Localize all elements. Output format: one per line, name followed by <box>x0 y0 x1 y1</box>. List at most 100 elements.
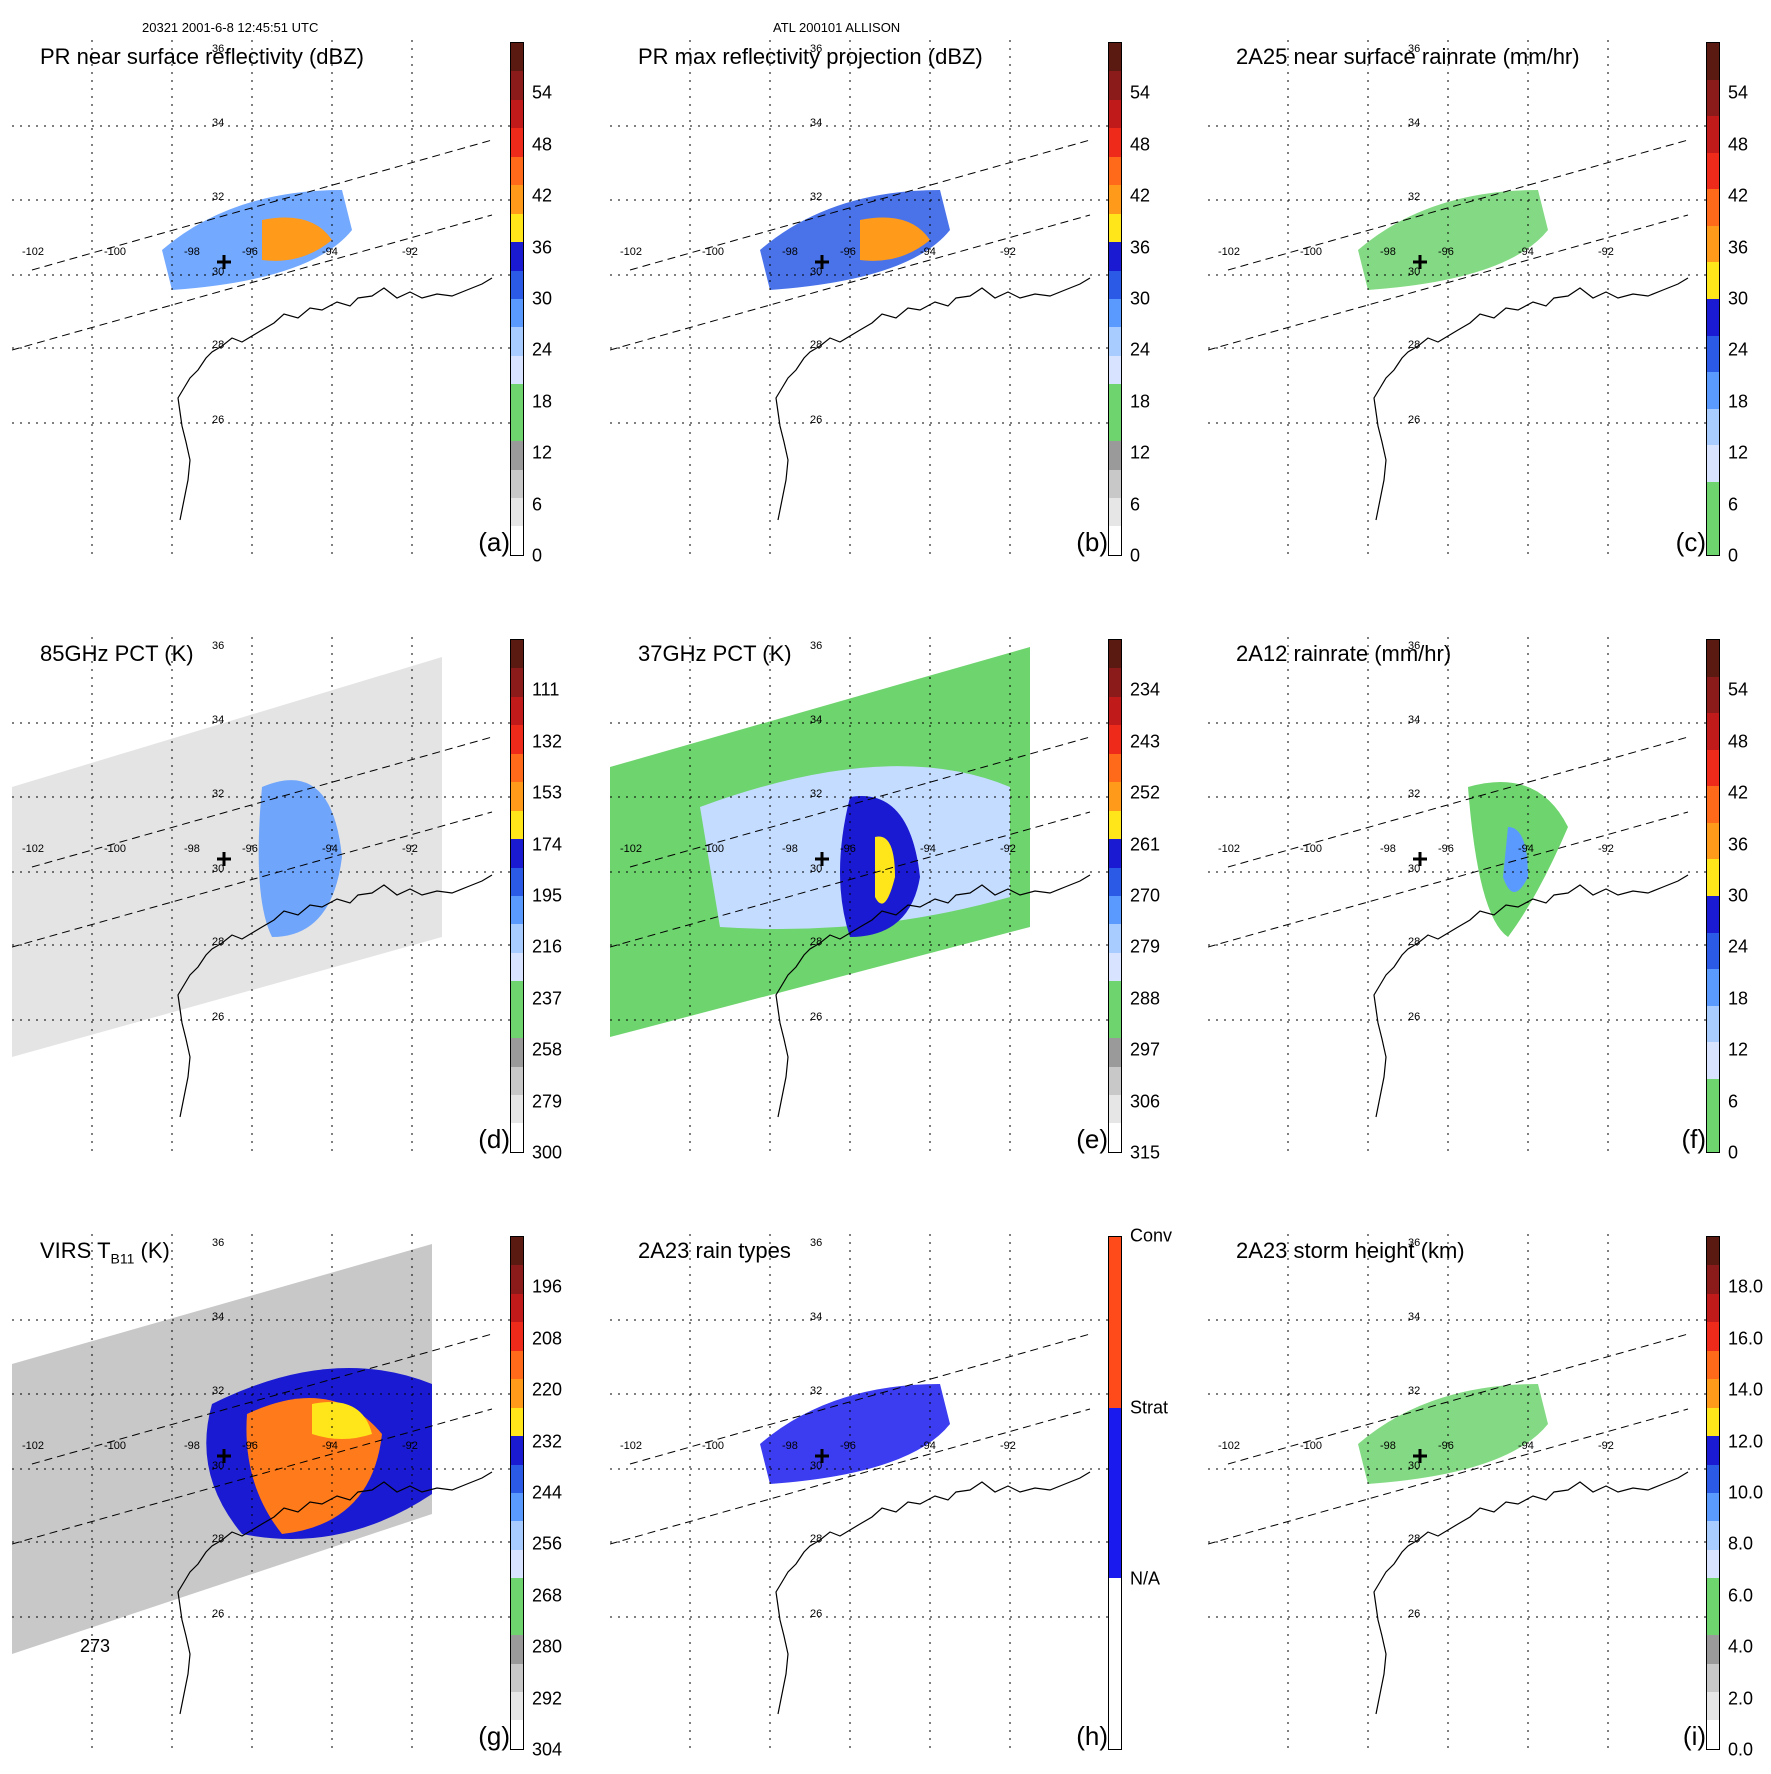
latitude-label: 28 <box>212 339 224 351</box>
colorbar-swatch <box>1109 71 1121 100</box>
latitude-label: 36 <box>212 43 224 55</box>
colorbar-swatch <box>1109 498 1121 527</box>
colorbar-tick-label: 12.0 <box>1728 1431 1764 1452</box>
longitude-label: -92 <box>1598 843 1614 855</box>
colorbar-tick-label: 234 <box>1130 679 1161 700</box>
moderate-rain <box>1503 827 1528 892</box>
colorbar-tick-label: 196 <box>532 1276 563 1297</box>
latitude-label: 34 <box>810 1311 822 1323</box>
swath-edge <box>31 736 493 868</box>
latitude-label: 32 <box>810 788 822 800</box>
colorbar-ticks: 234 243 252 261 270 279 288 297 306 315 <box>1130 639 1190 1163</box>
colorbar-swatch <box>1707 1521 1719 1550</box>
colorbar-tick-label: N/A <box>1130 1568 1161 1589</box>
map-background <box>1208 637 1708 1157</box>
map-i: -102 -100 -98 -96 -94 -92 36 34 32 30 28 26 <box>1208 1234 1708 1754</box>
colorbar-tick-label: 132 <box>532 731 563 752</box>
colorbar-tick-label: 36 <box>532 237 553 258</box>
colorbar-swatch <box>1109 725 1121 754</box>
colorbar-ticks: 196 208 220 232 244 256 268 280 292 304 <box>532 1236 592 1760</box>
latitude-label: 36 <box>1408 1237 1420 1249</box>
longitude-label: -92 <box>1598 1440 1614 1452</box>
colorbar-swatch <box>511 1038 523 1067</box>
colorbar-swatch <box>511 1635 523 1664</box>
latitude-label: 34 <box>1408 1311 1420 1323</box>
swath-edge <box>629 1333 1091 1465</box>
panel-title: PR near surface reflectivity (dBZ) <box>40 44 364 69</box>
colorbar-swatch <box>1707 79 1719 117</box>
colorbar-swatch <box>511 668 523 697</box>
colorbar-tick-label: Conv <box>1130 1225 1173 1246</box>
colorbar-swatch <box>511 498 523 527</box>
colorbar-swatch <box>511 725 523 754</box>
colorbar-tick-label: 6 <box>1130 494 1141 515</box>
colorbar-swatch <box>1707 1078 1719 1116</box>
colorbar-swatch <box>1109 270 1121 299</box>
swath-edge <box>1227 139 1689 271</box>
colorbar-tick-label: 36 <box>1728 237 1749 258</box>
swath-edge <box>12 1408 493 1545</box>
colorbar-swatch <box>1707 932 1719 970</box>
map-g: -102 -100 -98 -96 -94 -92 36 34 32 30 28 26 <box>12 1234 512 1754</box>
colorbar-swatch <box>1707 1265 1719 1294</box>
colorbar-tick-label: 279 <box>1130 936 1161 957</box>
colorbar-tick-label: 258 <box>532 1039 563 1060</box>
longitude-label: -92 <box>1598 246 1614 258</box>
longitude-label: -100 <box>1300 246 1322 258</box>
map-f: -102 -100 -98 -96 -94 -92 36 34 32 30 28 26 <box>1208 637 1708 1157</box>
colorbar-swatch <box>1707 116 1719 153</box>
latitude-label: 32 <box>212 788 224 800</box>
colorbar-swatch <box>511 952 523 982</box>
panel-title: 37GHz PCT (K) <box>638 641 792 666</box>
colorbar-swatch <box>1707 1237 1719 1266</box>
longitude-label: -102 <box>22 246 44 258</box>
colorbar-swatch <box>511 867 523 896</box>
panel-b: -102 -100 -98 -96 -94 -92 36 34 32 30 28 26 PR max … <box>610 40 1170 580</box>
colorbar <box>1706 42 1720 556</box>
colorbar-tick-label: 42 <box>1130 185 1151 206</box>
swath-edge <box>31 1333 493 1465</box>
latitude-label: 36 <box>810 640 822 652</box>
latitude-label: 30 <box>810 266 822 278</box>
longitude-label: -102 <box>22 1440 44 1452</box>
panel-label: (e) <box>1076 1124 1108 1154</box>
colorbar-swatch <box>511 1265 523 1294</box>
panel-title: PR max reflectivity projection (dBZ) <box>638 44 983 69</box>
coastline <box>775 1471 1091 1715</box>
panel-label: (b) <box>1076 527 1108 557</box>
latitude-label: 26 <box>1408 414 1420 426</box>
colorbar-tick-label: 306 <box>1130 1091 1161 1112</box>
colorbar-swatch <box>511 1521 523 1550</box>
storm-center-marker <box>217 852 231 866</box>
colorbar <box>510 42 524 556</box>
colorbar-swatch <box>511 43 523 72</box>
colorbar <box>1108 1236 1122 1750</box>
latitude-label: 32 <box>810 191 822 203</box>
colorbar-tick-label: 243 <box>1130 731 1161 752</box>
colorbar-tick-label: 0 <box>1728 1142 1739 1163</box>
colorbar-tick-label: 30 <box>1728 288 1749 309</box>
header-orbit-time: 20321 2001-6-8 12:45:51 UTC <box>142 20 319 35</box>
storm-center-marker <box>815 255 829 269</box>
longitude-label: -96 <box>242 246 258 258</box>
longitude-label: -96 <box>840 246 856 258</box>
colorbar-swatch <box>1707 1464 1719 1493</box>
panel-f: -102 -100 -98 -96 -94 -92 36 34 32 30 28 26 2A12 ra… <box>1208 637 1768 1177</box>
colorbar-swatch <box>1707 1578 1719 1607</box>
colorbar-swatch <box>511 924 523 953</box>
colorbar-tick-label: 12 <box>532 442 553 463</box>
latitude-label: 26 <box>810 414 822 426</box>
longitude-label: -92 <box>402 843 418 855</box>
colorbar-swatch <box>1707 225 1719 263</box>
panel-label: (i) <box>1682 1721 1706 1751</box>
latitude-label: 30 <box>212 863 224 875</box>
panel-i: -102 -100 -98 -96 -94 -92 36 34 32 30 28 26 2A23 st… <box>1208 1234 1768 1774</box>
colorbar-swatch <box>1707 189 1719 226</box>
colorbar-swatch <box>511 782 523 811</box>
latitude-label: 34 <box>810 117 822 129</box>
storm-center-marker <box>1413 1449 1427 1463</box>
panel-c: -102 -100 -98 -96 -94 -92 36 34 32 30 28 26 2A25 ne… <box>1208 40 1768 580</box>
colorbar-swatch <box>1109 668 1121 697</box>
latitude-label: 28 <box>810 1533 822 1545</box>
colorbar-swatch <box>1109 696 1121 726</box>
